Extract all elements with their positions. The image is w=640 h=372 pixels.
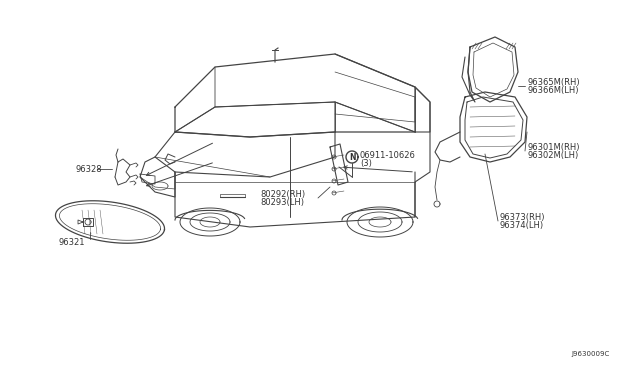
- Polygon shape: [346, 151, 358, 163]
- Text: 96321: 96321: [59, 237, 85, 247]
- Text: (3): (3): [360, 158, 372, 167]
- Text: 06911-10626: 06911-10626: [360, 151, 416, 160]
- Text: 96301M(RH): 96301M(RH): [527, 142, 579, 151]
- Text: 96366M(LH): 96366M(LH): [527, 86, 579, 94]
- Text: 80293(LH): 80293(LH): [260, 198, 304, 206]
- Text: 96373(RH): 96373(RH): [500, 212, 545, 221]
- Text: 80292(RH): 80292(RH): [260, 189, 305, 199]
- Text: 96365M(RH): 96365M(RH): [527, 77, 580, 87]
- Text: 96328: 96328: [75, 164, 102, 173]
- Text: N: N: [349, 153, 355, 161]
- Text: 96374(LH): 96374(LH): [500, 221, 544, 230]
- Text: 96302M(LH): 96302M(LH): [527, 151, 579, 160]
- Text: J9630009C: J9630009C: [572, 351, 610, 357]
